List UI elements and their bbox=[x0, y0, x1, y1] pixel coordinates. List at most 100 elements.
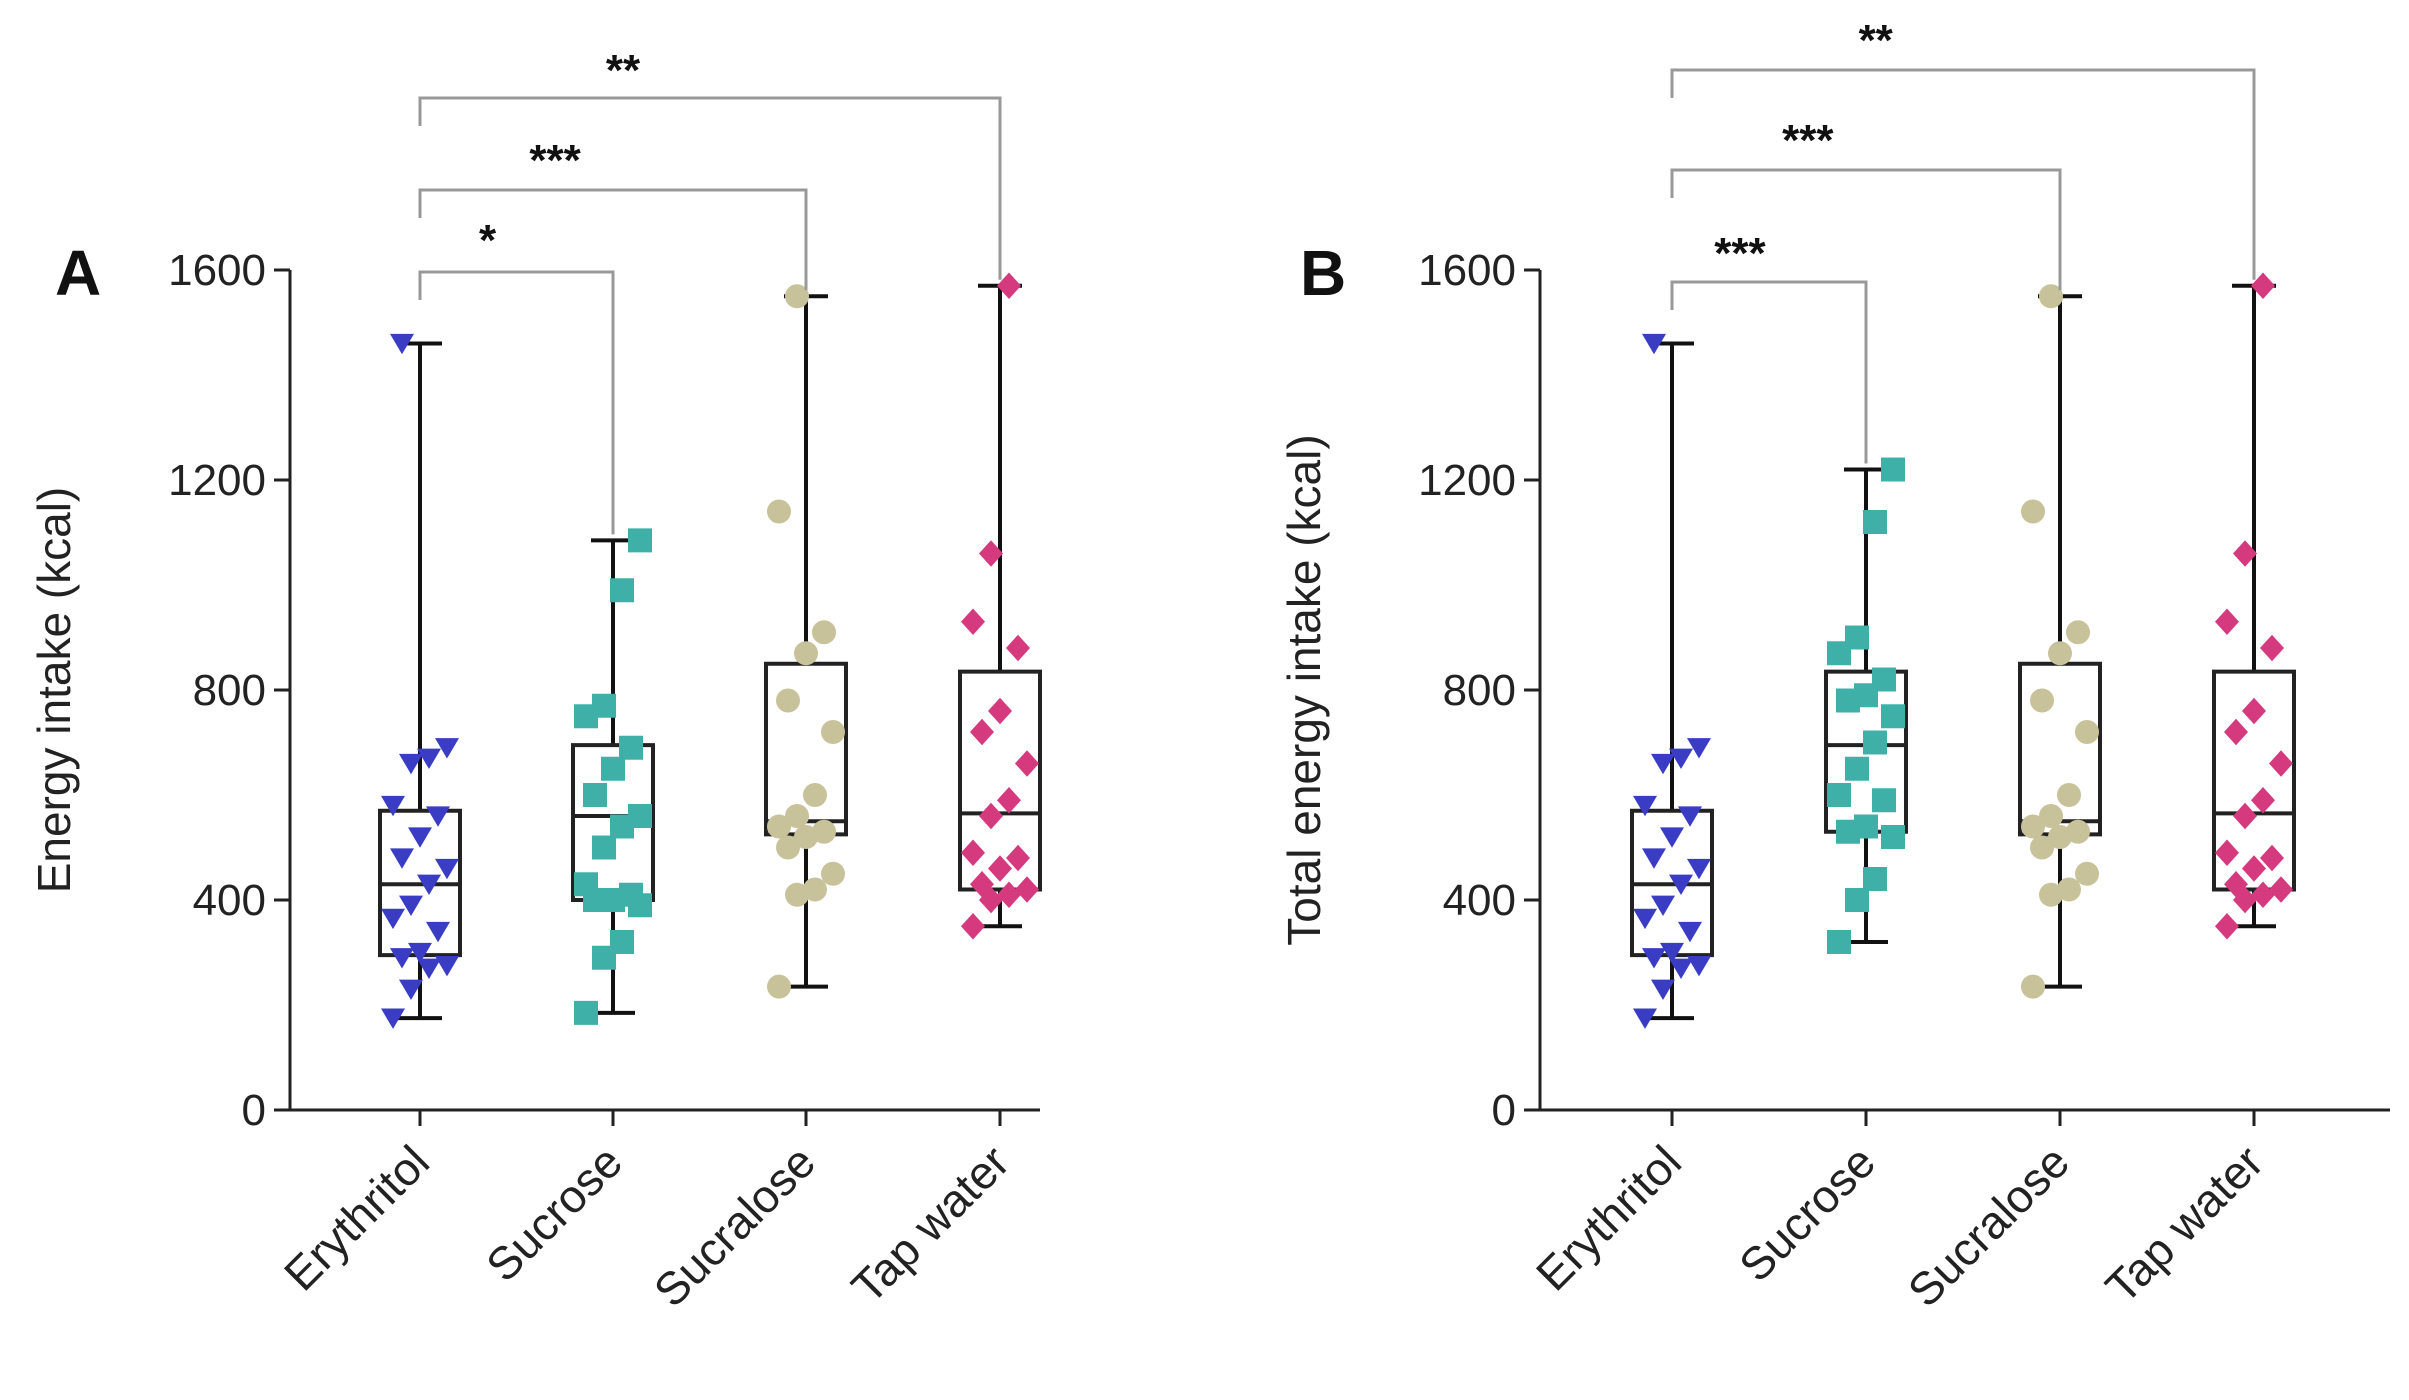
data-point-sucralose bbox=[2057, 783, 2081, 807]
data-point-tap-water bbox=[2224, 871, 2248, 898]
y-tick-label: 1200 bbox=[168, 456, 266, 505]
y-tick-label: 1200 bbox=[1418, 456, 1516, 505]
data-point-tap-water bbox=[2215, 913, 2239, 940]
y-tick-label: 1600 bbox=[1418, 246, 1516, 295]
data-point-tap-water bbox=[2269, 750, 2293, 777]
data-point-erythritol bbox=[417, 958, 441, 980]
data-point-erythritol bbox=[426, 806, 450, 827]
data-point-sucrose bbox=[610, 578, 634, 603]
data-point-erythritol bbox=[1678, 921, 1702, 943]
data-point-erythritol bbox=[1669, 958, 1693, 980]
data-point-tap-water bbox=[2224, 718, 2248, 746]
y-tick-label: 800 bbox=[1443, 666, 1516, 715]
data-point-sucrose bbox=[619, 735, 643, 760]
y-tick-label: 0 bbox=[242, 1086, 266, 1135]
data-point-erythritol bbox=[1651, 753, 1675, 775]
data-point-erythritol bbox=[408, 942, 432, 964]
data-point-erythritol bbox=[1633, 1008, 1657, 1029]
box-tap-water bbox=[2212, 669, 2296, 892]
data-point-erythritol bbox=[435, 858, 459, 880]
data-point-sucralose bbox=[785, 284, 809, 309]
data-point-sucralose bbox=[812, 819, 836, 844]
significance-bracket bbox=[418, 188, 808, 218]
box-tap-water bbox=[958, 669, 1042, 892]
data-point-erythritol bbox=[1669, 748, 1693, 770]
data-point-sucrose bbox=[1863, 510, 1887, 534]
significance-label: ** bbox=[606, 46, 641, 95]
data-point-sucralose bbox=[2030, 835, 2054, 860]
data-point-sucrose bbox=[1827, 783, 1851, 807]
data-point-erythritol bbox=[399, 753, 423, 775]
data-point-sucralose bbox=[812, 620, 836, 645]
data-point-sucralose bbox=[2021, 814, 2045, 839]
significance-bracket bbox=[1670, 168, 2062, 198]
data-point-sucralose bbox=[2021, 974, 2045, 999]
data-point-sucralose bbox=[2039, 284, 2063, 309]
data-point-sucralose bbox=[821, 720, 845, 744]
data-point-erythritol bbox=[390, 948, 414, 969]
data-point-sucralose bbox=[767, 814, 791, 839]
data-point-tap-water bbox=[2260, 634, 2284, 662]
data-point-sucrose bbox=[1872, 788, 1896, 813]
data-point-tap-water bbox=[2215, 839, 2239, 866]
data-point-erythritol bbox=[381, 1008, 405, 1029]
data-point-erythritol bbox=[435, 956, 459, 977]
data-point-tap-water bbox=[2260, 844, 2284, 872]
data-point-sucralose bbox=[767, 974, 791, 999]
data-point-erythritol bbox=[399, 979, 423, 1001]
data-point-tap-water bbox=[1015, 750, 1039, 777]
data-point-erythritol bbox=[1633, 908, 1657, 930]
y-tick-label: 1600 bbox=[168, 246, 266, 295]
data-point-erythritol bbox=[417, 748, 441, 770]
data-point-sucralose bbox=[2048, 825, 2072, 849]
data-point-tap-water bbox=[997, 272, 1021, 299]
significance-bracket bbox=[1670, 68, 2256, 98]
panel-label: B bbox=[1300, 237, 1346, 309]
data-point-sucrose bbox=[574, 1000, 598, 1025]
x-tick-label-erythritol: Erythritol bbox=[274, 1135, 439, 1300]
data-point-sucrose bbox=[628, 804, 652, 828]
data-point-sucrose bbox=[592, 835, 616, 860]
data-point-sucralose bbox=[794, 641, 818, 666]
data-point-sucrose bbox=[1881, 457, 1905, 482]
data-point-sucralose bbox=[2039, 882, 2063, 907]
data-point-sucrose bbox=[1854, 814, 1878, 839]
data-point-sucralose bbox=[2021, 499, 2045, 524]
x-tick-label-sucrose: Sucrose bbox=[476, 1135, 632, 1291]
data-point-sucrose bbox=[1863, 867, 1887, 891]
y-tick-label: 400 bbox=[193, 876, 266, 925]
data-point-erythritol bbox=[381, 908, 405, 930]
data-point-sucralose bbox=[794, 825, 818, 849]
data-point-erythritol bbox=[1642, 333, 1666, 355]
data-point-erythritol bbox=[426, 921, 450, 943]
panel-a-chart: A Energy intake (kcal) 0 400 800 1200 1600 Eryt… bbox=[28, 46, 1042, 1317]
x-tick-label-tap-water: Tap water bbox=[841, 1135, 1019, 1313]
data-point-tap-water bbox=[1015, 876, 1039, 903]
x-tick-label-erythritol: Erythritol bbox=[1526, 1135, 1691, 1300]
data-point-erythritol bbox=[1669, 874, 1693, 896]
data-point-erythritol bbox=[1687, 738, 1711, 759]
data-point-sucrose bbox=[601, 756, 625, 781]
data-point-erythritol bbox=[1687, 956, 1711, 977]
data-point-erythritol bbox=[1642, 948, 1666, 969]
data-point-sucralose bbox=[2048, 641, 2072, 666]
data-point-tap-water bbox=[2269, 876, 2293, 903]
data-point-erythritol bbox=[1642, 848, 1666, 869]
significance-label: ** bbox=[1859, 16, 1894, 65]
significance-label: *** bbox=[1714, 229, 1766, 278]
data-point-sucrose bbox=[1845, 888, 1869, 912]
data-point-sucralose bbox=[2039, 804, 2063, 828]
data-point-erythritol bbox=[417, 874, 441, 896]
data-point-erythritol bbox=[1660, 827, 1684, 848]
data-point-sucrose bbox=[583, 783, 607, 807]
data-point-erythritol bbox=[390, 333, 414, 355]
data-point-erythritol bbox=[1660, 942, 1684, 964]
data-point-tap-water bbox=[2251, 787, 2275, 814]
y-tick-label: 400 bbox=[1443, 876, 1516, 925]
data-point-sucrose bbox=[1845, 625, 1869, 650]
x-tick-label-sucralose: Sucralose bbox=[1898, 1135, 2079, 1316]
x-tick-label-tap-water: Tap water bbox=[2095, 1135, 2273, 1313]
data-point-tap-water bbox=[2233, 540, 2257, 567]
significance-bracket bbox=[418, 96, 1002, 126]
data-point-sucralose bbox=[803, 783, 827, 807]
